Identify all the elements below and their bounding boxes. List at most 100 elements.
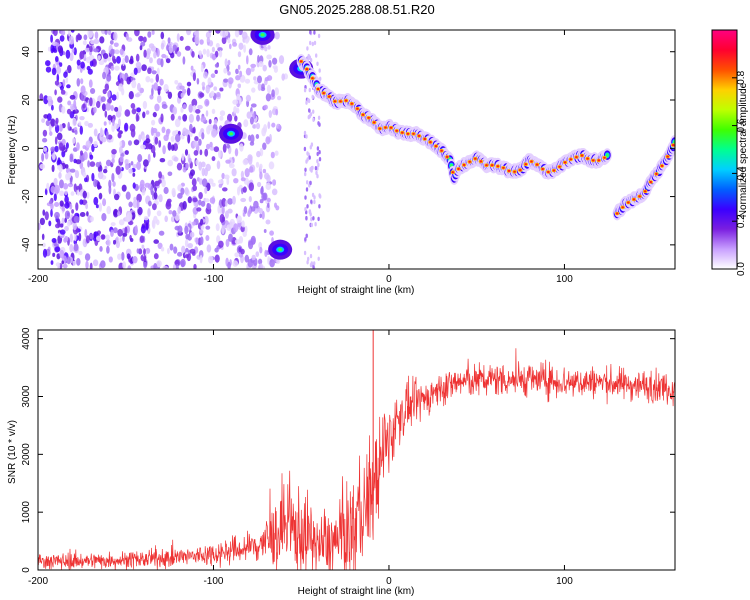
spectrogram-noise-cell [44, 188, 48, 196]
spectrogram-noise-cell [104, 30, 108, 35]
ridge-peak [615, 212, 619, 215]
spectrogram-noise-cell [305, 215, 308, 221]
spectrogram-noise-cell [261, 193, 267, 201]
spectrogram-noise-cell [177, 225, 183, 234]
spectrogram-noise-cell [201, 81, 206, 87]
spectrogram-noise-cell [210, 90, 215, 97]
spectrogram-noise-cell [111, 158, 115, 164]
spectrogram-noise-cell [146, 48, 152, 55]
spectrogram-noise-cell [117, 228, 123, 237]
ridge-peak [440, 149, 443, 152]
spectrogram-noise-cell [100, 96, 106, 103]
spectrogram-noise-cell [318, 150, 321, 155]
spectrogram-noise-cell [130, 72, 135, 78]
spectrogram-noise-cell [243, 119, 249, 128]
spectrogram-noise-cell [269, 230, 274, 236]
spectrogram-noise-cell [304, 195, 307, 200]
spectrogram-noise-cell [56, 73, 60, 83]
spectrogram-noise-cell [87, 30, 94, 38]
spectrogram-noise-cell [158, 171, 163, 179]
spectrogram-noise-cell [184, 45, 191, 51]
spectrogram-noise-cell [211, 182, 216, 187]
spectrogram-noise-cell [56, 132, 63, 141]
spectrogram-noise-cell [234, 239, 241, 245]
spectrogram-noise-cell [121, 88, 125, 96]
spectrogram-noise-cell [82, 103, 86, 109]
spectrogram-noise-cell [253, 76, 257, 81]
spectrogram-noise-cell [236, 93, 241, 101]
spectrogram-noise-cell [122, 261, 126, 269]
spectrogram-blob [278, 248, 283, 252]
spectrogram-noise-cell [237, 64, 241, 70]
spectrogram-noise-cell [255, 251, 260, 257]
spectrogram-noise-cell [130, 238, 134, 242]
spectrogram-noise-cell [239, 97, 242, 105]
colorbar-tick-label: 0.4 [736, 166, 747, 180]
spectrogram-noise-cell [151, 30, 155, 35]
spectrogram-noise-cell [108, 179, 112, 189]
spectrogram-noise-cell [223, 78, 229, 83]
spectrogram-noise-cell [126, 212, 133, 221]
spectrogram-noise-cell [145, 138, 151, 144]
spectrogram-noise-cell [51, 164, 55, 173]
spectrogram-noise-cell [144, 182, 151, 188]
spectrogram-noise-cell [61, 260, 64, 265]
spectrogram-noise-cell [305, 187, 309, 192]
spectrogram-noise-cell [201, 132, 205, 140]
spectrogram-noise-cell [263, 104, 268, 110]
spectrogram-noise-cell [165, 58, 171, 64]
spectrogram-noise-cell [317, 121, 320, 126]
spectrogram-noise-cell [308, 209, 312, 215]
spectrogram-noise-cell [172, 210, 177, 217]
spectrogram-noise-cell [163, 186, 169, 195]
spectrogram-noise-cell [252, 265, 256, 269]
spectrogram-noise-cell [48, 124, 52, 133]
spectrogram-noise-cell [199, 236, 204, 245]
spectrogram-noise-cell [143, 49, 147, 58]
spectrogram-noise-cell [46, 182, 50, 191]
ridge-peak [344, 99, 348, 102]
ridge-peak [666, 155, 669, 158]
spectrogram-noise-cell [124, 109, 131, 117]
spectrogram-noise-cell [115, 240, 120, 249]
spectrogram-noise-cell [215, 30, 221, 34]
spectrogram-noise-cell [42, 248, 48, 258]
spectrogram-noise-cell [169, 243, 174, 251]
spectrogram-noise-cell [111, 55, 116, 63]
spectrogram-noise-cell [147, 153, 151, 163]
spectrogram-noise-cell [234, 30, 240, 38]
spectrogram-noise-cell [310, 222, 313, 228]
spectrogram-noise-cell [87, 122, 93, 128]
spectrogram-noise-cell [227, 113, 233, 122]
spectrogram-noise-cell [188, 104, 193, 113]
spectrogram-noise-cell [316, 151, 319, 157]
spectrogram-noise-cell [303, 146, 307, 152]
spectrogram-noise-cell [224, 199, 228, 207]
spectrogram-noise-cell [54, 136, 58, 145]
spectrogram-noise-cell [41, 233, 45, 240]
spectrogram-noise-cell [308, 155, 311, 160]
spectrogram-noise-cell [53, 48, 58, 53]
spectrogram-noise-cell [204, 167, 208, 177]
spectrogram-noise-cell [266, 54, 272, 60]
spectrogram-noise-cell [62, 79, 66, 87]
spectrogram-noise-cell [112, 181, 116, 187]
spectrogram-noise-cell [145, 110, 150, 115]
ridge-peak [552, 169, 556, 172]
spectrogram-noise-cell [200, 64, 204, 73]
spectrogram-noise-cell [195, 237, 199, 245]
spectrogram-noise-cell [308, 108, 311, 113]
spectrogram-noise-cell [192, 185, 197, 192]
spectrogram-noise-cell [134, 30, 140, 37]
spectrogram-noise-cell [50, 186, 56, 193]
spectrogram-noise-cell [216, 160, 221, 170]
spectrogram-noise-cell [256, 150, 261, 158]
spectrogram-noise-cell [103, 121, 107, 126]
ridge-peak [655, 172, 658, 175]
spectrogram-noise-cell [240, 170, 244, 179]
spectrogram-noise-cell [205, 235, 210, 241]
spectrogram-noise-cell [93, 141, 98, 148]
spectrogram-noise-cell [125, 32, 129, 41]
spectrogram-noise-cell [42, 242, 46, 248]
spectrogram-noise-cell [193, 150, 199, 156]
